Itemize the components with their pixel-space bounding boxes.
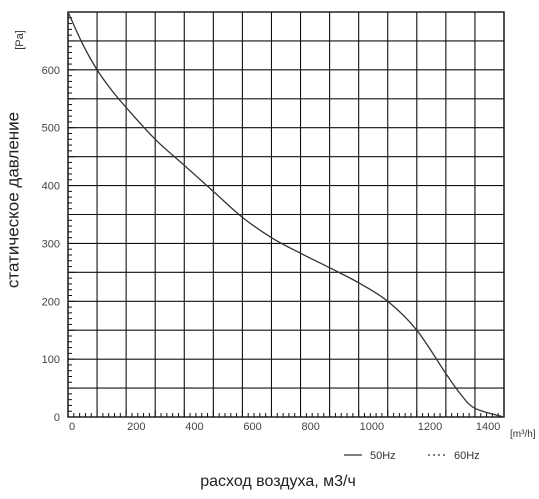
y-tick-label: 0 — [54, 412, 60, 424]
x-tick-label: 600 — [243, 421, 261, 433]
series-line-50hz — [67, 11, 505, 418]
x-tick-label: 800 — [302, 421, 320, 433]
y-tick-label: 300 — [42, 238, 60, 250]
y-unit-label: [Pa] — [14, 30, 26, 50]
x-axis-title: расход воздуха, м3/ч — [200, 473, 356, 490]
x-tick-label: 200 — [127, 421, 145, 433]
legend: 50Hz 60Hz — [344, 450, 480, 462]
x-tick-label: 1000 — [360, 421, 384, 433]
y-tick-label: 200 — [42, 296, 60, 308]
y-tick-label: 600 — [42, 65, 60, 77]
x-tick-label: 0 — [69, 421, 75, 433]
tick-labels: 0 200 400 600 800 1000 1200 1400 0 100 200 300 400 50… — [42, 65, 501, 433]
y-tick-label: 400 — [42, 181, 60, 193]
y-tick-label: 100 — [42, 354, 60, 366]
x-tick-label: 1400 — [476, 421, 500, 433]
y-tick-label: 500 — [42, 123, 60, 135]
x-unit-label: [m³/h] — [510, 429, 536, 440]
x-tick-label: 1200 — [418, 421, 442, 433]
y-axis-title: статическое давление — [3, 112, 22, 288]
legend-label-60hz: 60Hz — [454, 450, 480, 462]
legend-label-50hz: 50Hz — [370, 450, 396, 462]
grid — [67, 11, 505, 418]
x-tick-label: 400 — [185, 421, 203, 433]
series — [67, 11, 505, 418]
